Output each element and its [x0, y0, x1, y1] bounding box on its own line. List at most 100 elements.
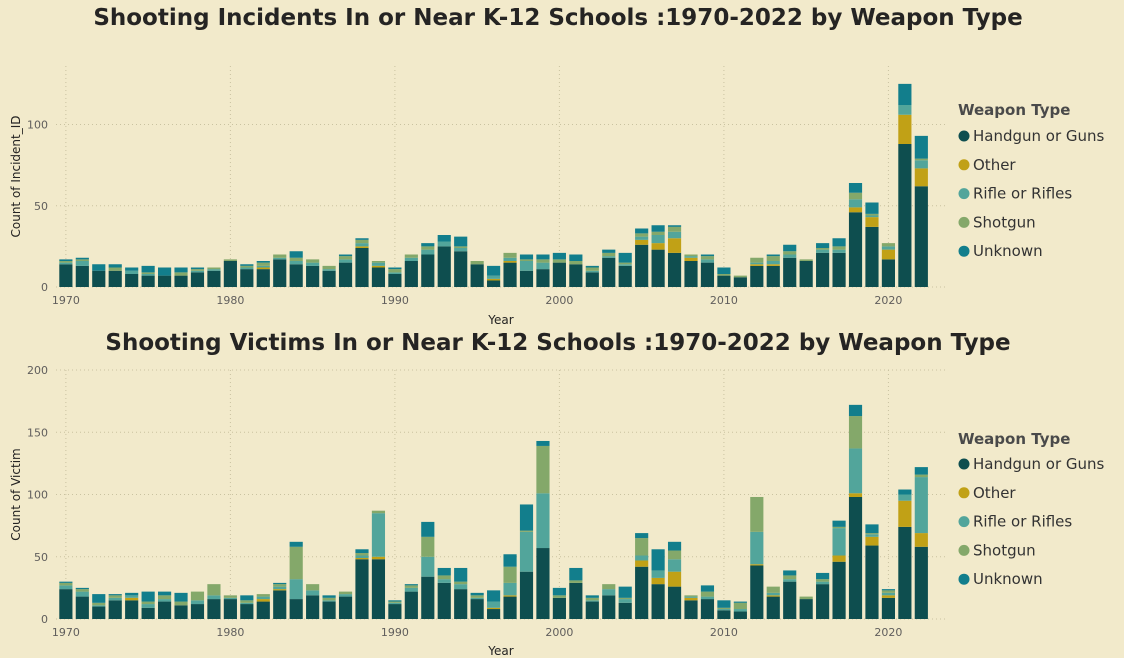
bar-2016-unknown[interactable]	[816, 243, 830, 248]
bar-2017-shotgun[interactable]	[832, 526, 846, 529]
bar-1998-unknown[interactable]	[519, 504, 534, 531]
bar-1997-handgun-or-guns[interactable]	[503, 262, 517, 287]
bar-2022-rifle-or-rifles[interactable]	[914, 160, 928, 169]
bar-1987-rifle-or-rifles[interactable]	[338, 594, 353, 597]
bar-1978-unknown[interactable]	[190, 267, 205, 270]
legend-item[interactable]: Rifle or Rifles	[958, 185, 1073, 203]
bar-1975-rifle-or-rifles[interactable]	[141, 274, 155, 276]
bar-2018-other[interactable]	[848, 493, 863, 497]
bar-1979-rifle-or-rifles[interactable]	[207, 269, 221, 271]
bar-1999-rifle-or-rifles[interactable]	[536, 493, 550, 549]
bar-1989-handgun-or-guns[interactable]	[371, 267, 386, 288]
bar-2000-handgun-or-guns[interactable]	[552, 597, 566, 619]
bar-2004-rifle-or-rifles[interactable]	[618, 599, 632, 603]
bar-2018-shotgun[interactable]	[848, 416, 863, 449]
bar-1989-shotgun[interactable]	[371, 510, 386, 514]
bar-1984-unknown[interactable]	[289, 541, 303, 547]
bar-1975-rifle-or-rifles[interactable]	[141, 604, 155, 608]
bar-1970-shotgun[interactable]	[59, 582, 73, 586]
bar-1998-handgun-or-guns[interactable]	[519, 270, 534, 287]
bar-2022-other[interactable]	[914, 533, 928, 547]
bar-1973-shotgun[interactable]	[108, 267, 122, 271]
bar-2006-handgun-or-guns[interactable]	[651, 584, 665, 619]
bar-1998-unknown[interactable]	[519, 254, 534, 260]
bar-2016-shotgun[interactable]	[816, 579, 830, 582]
bar-2005-unknown[interactable]	[635, 533, 649, 539]
bar-2022-other[interactable]	[914, 168, 928, 187]
bar-1990-rifle-or-rifles[interactable]	[388, 602, 402, 605]
bar-1981-handgun-or-guns[interactable]	[240, 269, 254, 287]
bar-2004-unknown[interactable]	[618, 586, 632, 598]
bar-1992-shotgun[interactable]	[421, 536, 435, 557]
bar-1971-rifle-or-rifles[interactable]	[75, 591, 89, 597]
bar-2003-rifle-or-rifles[interactable]	[602, 589, 616, 596]
bar-2022-shotgun[interactable]	[914, 474, 928, 478]
bar-2010-handgun-or-guns[interactable]	[717, 275, 731, 287]
bar-2007-handgun-or-guns[interactable]	[667, 252, 682, 287]
bar-2009-shotgun[interactable]	[700, 591, 715, 597]
bar-1983-rifle-or-rifles[interactable]	[273, 586, 287, 590]
bar-1976-unknown[interactable]	[157, 591, 172, 596]
bar-1970-unknown[interactable]	[59, 259, 73, 261]
bar-1994-unknown[interactable]	[454, 236, 468, 247]
bar-1982-rifle-or-rifles[interactable]	[256, 265, 270, 268]
bar-2017-other[interactable]	[832, 555, 846, 562]
bar-2008-shotgun[interactable]	[684, 595, 698, 597]
bar-2002-rifle-or-rifles[interactable]	[585, 600, 599, 602]
bar-2009-unknown[interactable]	[700, 254, 715, 257]
bar-2001-unknown[interactable]	[569, 567, 583, 581]
bar-2004-rifle-or-rifles[interactable]	[618, 264, 632, 266]
bar-2019-other[interactable]	[865, 536, 879, 546]
bar-1991-rifle-or-rifles[interactable]	[404, 587, 418, 592]
bar-2015-shotgun[interactable]	[799, 259, 813, 261]
bar-1992-handgun-or-guns[interactable]	[421, 576, 435, 619]
bar-1990-unknown[interactable]	[388, 600, 402, 602]
bar-2001-unknown[interactable]	[569, 254, 583, 262]
bar-1982-unknown[interactable]	[256, 261, 270, 263]
bar-1974-unknown[interactable]	[125, 267, 139, 271]
bar-2018-shotgun[interactable]	[848, 192, 863, 200]
bar-2007-rifle-or-rifles[interactable]	[667, 231, 682, 239]
bar-2010-shotgun[interactable]	[717, 607, 731, 610]
bar-2011-handgun-or-guns[interactable]	[733, 611, 747, 619]
bar-2001-shotgun[interactable]	[569, 261, 583, 265]
bar-1976-handgun-or-guns[interactable]	[157, 601, 172, 619]
bar-1997-handgun-or-guns[interactable]	[503, 596, 517, 619]
bar-2019-shotgun[interactable]	[865, 213, 879, 216]
bar-1978-handgun-or-guns[interactable]	[190, 604, 205, 619]
bar-2017-unknown[interactable]	[832, 520, 846, 527]
bar-2010-unknown[interactable]	[717, 600, 731, 608]
bar-2010-rifle-or-rifles[interactable]	[717, 609, 731, 611]
bar-1979-rifle-or-rifles[interactable]	[207, 595, 221, 600]
bar-2017-rifle-or-rifles[interactable]	[832, 528, 846, 556]
bar-2003-shotgun[interactable]	[602, 252, 616, 257]
bar-2011-shotgun[interactable]	[733, 602, 747, 610]
bar-1979-handgun-or-guns[interactable]	[207, 270, 221, 287]
bar-1989-handgun-or-guns[interactable]	[371, 559, 386, 619]
bar-2014-unknown[interactable]	[783, 570, 797, 576]
bar-1992-unknown[interactable]	[421, 243, 435, 247]
bar-1978-shotgun[interactable]	[190, 591, 205, 601]
bar-1996-handgun-or-guns[interactable]	[487, 280, 501, 288]
bar-2014-unknown[interactable]	[783, 244, 797, 252]
bar-1996-unknown[interactable]	[487, 590, 501, 602]
bar-2007-shotgun[interactable]	[667, 550, 682, 560]
bar-2014-shotgun[interactable]	[783, 575, 797, 580]
bar-2016-shotgun[interactable]	[816, 248, 830, 250]
bar-1988-shotgun[interactable]	[355, 239, 369, 244]
bar-1987-unknown[interactable]	[338, 254, 353, 257]
legend-item[interactable]: Unknown	[958, 242, 1043, 260]
bar-2007-other[interactable]	[667, 571, 682, 587]
bar-2014-handgun-or-guns[interactable]	[783, 257, 797, 287]
bar-1993-rifle-or-rifles[interactable]	[437, 579, 451, 583]
bar-1997-shotgun[interactable]	[503, 252, 517, 258]
bar-1974-handgun-or-guns[interactable]	[125, 600, 139, 619]
bar-1982-other[interactable]	[256, 599, 270, 602]
bar-2020-shotgun[interactable]	[881, 243, 896, 247]
bar-1997-shotgun[interactable]	[503, 566, 517, 583]
bar-2009-rifle-or-rifles[interactable]	[700, 259, 715, 263]
bar-1980-handgun-or-guns[interactable]	[223, 599, 237, 619]
bar-1985-shotgun[interactable]	[306, 584, 320, 591]
bar-1976-handgun-or-guns[interactable]	[157, 275, 172, 287]
bar-2005-rifle-or-rifles[interactable]	[635, 555, 649, 561]
